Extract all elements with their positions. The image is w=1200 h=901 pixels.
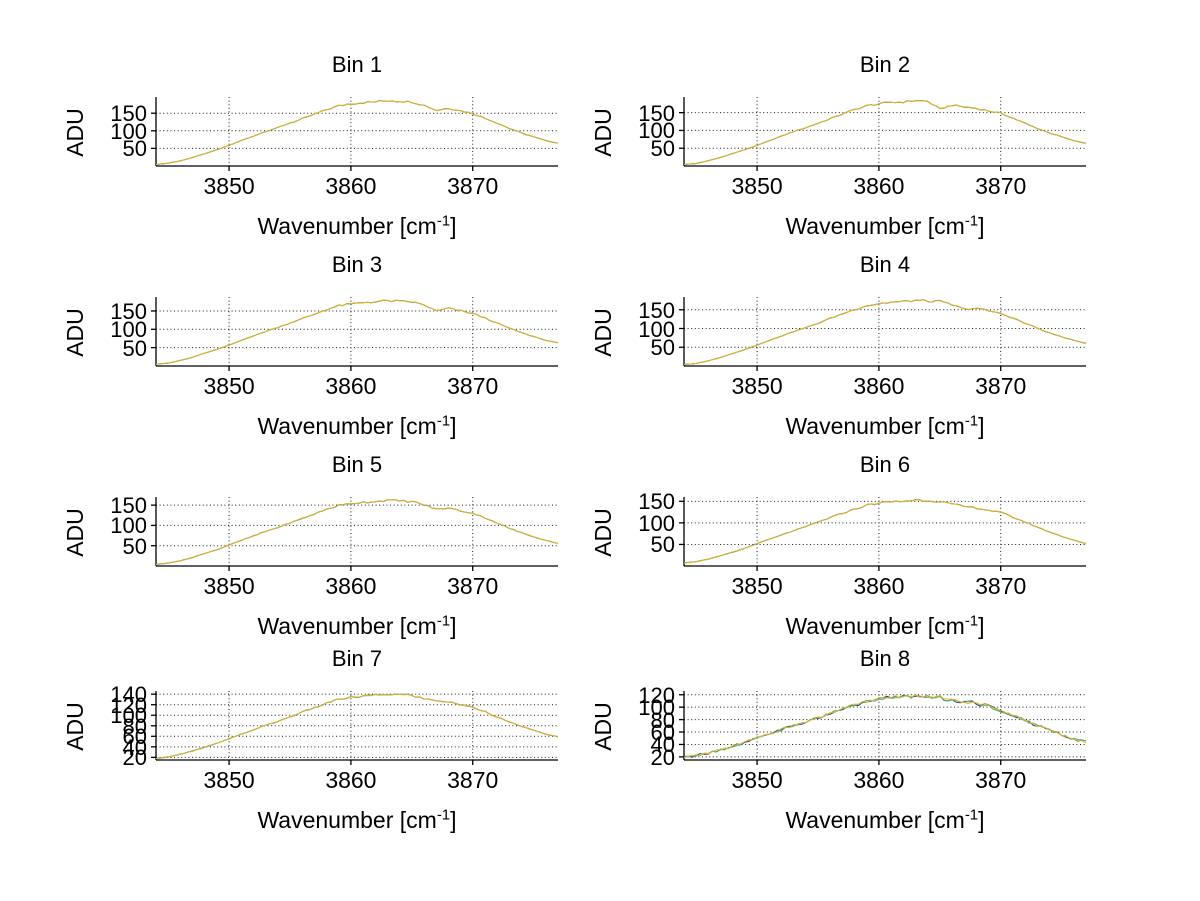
x-tick-label: 3850: [203, 767, 255, 793]
x-axis-label: Wavenumber [cm-1]: [257, 212, 457, 239]
subplot-title: Bin 7: [331, 646, 383, 671]
y-tick-label: 100: [110, 118, 147, 144]
plot-area-bin-1: [151, 97, 559, 171]
plot-area-bin-4: [679, 297, 1087, 371]
x-tick-label: 3860: [853, 173, 905, 199]
x-tick-label: 3870: [975, 573, 1027, 599]
y-tick-label: 150: [110, 298, 147, 324]
x-tick-label: 3860: [325, 373, 377, 399]
y-tick-label: 100: [638, 316, 675, 342]
y-tick-label: 150: [110, 493, 147, 519]
subplot-bin-4: Bin 4 ADU Wavenumber [cm-1] 50 100 150 3850…: [590, 253, 1087, 439]
subplot-bin-7: Bin 7 ADU Wavenumber [cm-1] 20 40 60 80 100 1…: [62, 647, 559, 833]
x-tick-label: 3870: [975, 373, 1027, 399]
subplot-title: Bin 1: [331, 52, 383, 77]
y-tick-label: 150: [638, 297, 675, 323]
plot-area-bin-8: [679, 691, 1087, 765]
x-tick-label: 3860: [853, 573, 905, 599]
subplot-title: Bin 5: [331, 452, 383, 477]
y-tick-label: 100: [638, 510, 675, 536]
y-axis-label: ADU: [61, 307, 88, 357]
y-axis-label: ADU: [61, 107, 88, 157]
x-tick-label: 3850: [203, 373, 255, 399]
plot-area-bin-3: [151, 297, 559, 371]
subplot-bin-8: Bin 8 ADU Wavenumber [cm-1] 20 40 60 80 100 1…: [590, 647, 1087, 833]
x-tick-label: 3860: [325, 573, 377, 599]
y-tick-label: 100: [110, 513, 147, 539]
y-tick-label: 50: [650, 335, 675, 361]
y-tick-label: 150: [638, 100, 675, 126]
y-tick-label: 140: [110, 682, 147, 708]
y-tick-label: 60: [650, 720, 675, 746]
y-tick-label: 20: [650, 744, 675, 770]
plot-area-bin-5: [151, 497, 559, 571]
subplot-bin-2: Bin 2 ADU Wavenumber [cm-1] 50 100 150 3850…: [590, 53, 1087, 239]
x-axis-label: Wavenumber [cm-1]: [785, 612, 985, 639]
x-tick-label: 3850: [203, 173, 255, 199]
subplot-title: Bin 8: [859, 646, 911, 671]
x-tick-label: 3860: [853, 767, 905, 793]
y-tick-label: 150: [638, 489, 675, 515]
x-tick-label: 3850: [731, 767, 783, 793]
subplot-bin-5: Bin 5 ADU Wavenumber [cm-1] 50 100 150 3850…: [62, 453, 559, 639]
y-tick-label: 100: [638, 118, 675, 144]
plot-area-bin-2: [679, 97, 1087, 171]
y-tick-label: 150: [110, 101, 147, 127]
x-tick-label: 3870: [975, 173, 1027, 199]
x-tick-label: 3870: [447, 373, 499, 399]
subplot-bin-1: Bin 1 ADU Wavenumber [cm-1] 50 100 150 3850…: [62, 53, 559, 239]
x-tick-label: 3860: [325, 767, 377, 793]
y-tick-label: 50: [122, 533, 147, 559]
x-tick-label: 3870: [447, 767, 499, 793]
x-tick-label: 3850: [731, 373, 783, 399]
y-tick-label: 100: [638, 695, 675, 721]
x-tick-label: 3850: [731, 173, 783, 199]
y-tick-label: 80: [650, 707, 675, 733]
x-tick-label: 3860: [853, 373, 905, 399]
subplot-title: Bin 3: [331, 252, 383, 277]
x-axis-label: Wavenumber [cm-1]: [785, 212, 985, 239]
y-axis-label: ADU: [61, 507, 88, 557]
y-tick-label: 120: [638, 682, 675, 708]
subplot-bin-3: Bin 3 ADU Wavenumber [cm-1] 50 100 150 3850…: [62, 253, 559, 439]
subplot-title: Bin 4: [859, 252, 911, 277]
subplot-title: Bin 6: [859, 452, 911, 477]
x-axis-label: Wavenumber [cm-1]: [257, 412, 457, 439]
y-tick-label: 40: [650, 732, 675, 758]
x-tick-label: 3860: [325, 173, 377, 199]
x-axis-label: Wavenumber [cm-1]: [257, 612, 457, 639]
y-tick-label: 80: [122, 713, 147, 739]
y-tick-label: 50: [650, 532, 675, 558]
y-tick-label: 120: [110, 692, 147, 718]
y-axis-label: ADU: [589, 307, 616, 357]
plot-area-bin-7: [151, 691, 559, 765]
y-axis-label: ADU: [589, 107, 616, 157]
y-axis-label: ADU: [589, 507, 616, 557]
y-axis-label: ADU: [589, 701, 616, 751]
y-axis-label: ADU: [61, 701, 88, 751]
y-tick-label: 50: [122, 335, 147, 361]
subplot-title: Bin 2: [859, 52, 911, 77]
x-axis-label: Wavenumber [cm-1]: [785, 806, 985, 833]
x-tick-label: 3870: [447, 173, 499, 199]
x-tick-label: 3870: [975, 767, 1027, 793]
x-tick-label: 3850: [203, 573, 255, 599]
y-tick-label: 50: [122, 136, 147, 162]
x-axis-label: Wavenumber [cm-1]: [257, 806, 457, 833]
y-tick-label: 40: [122, 734, 147, 760]
y-tick-label: 100: [110, 317, 147, 343]
y-tick-label: 100: [110, 703, 147, 729]
plot-area-bin-6: [679, 497, 1087, 571]
x-axis-label: Wavenumber [cm-1]: [785, 412, 985, 439]
y-tick-label: 20: [122, 745, 147, 771]
x-tick-label: 3870: [447, 573, 499, 599]
y-tick-label: 50: [650, 136, 675, 162]
subplot-bin-6: Bin 6 ADU Wavenumber [cm-1] 50 100 150 3850…: [590, 453, 1087, 639]
y-tick-label: 60: [122, 724, 147, 750]
x-tick-label: 3850: [731, 573, 783, 599]
